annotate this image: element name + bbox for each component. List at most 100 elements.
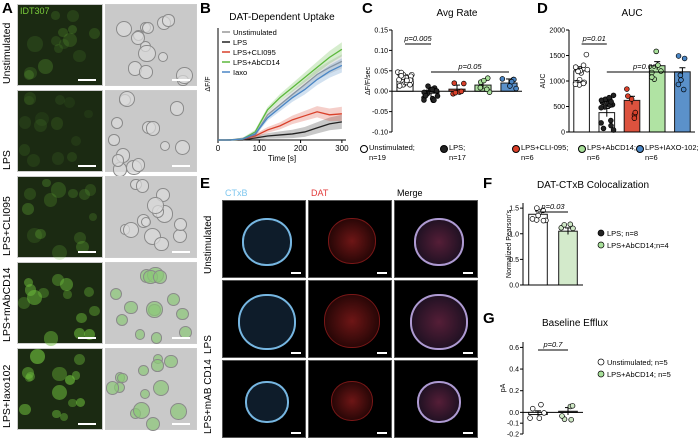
- cell: [75, 397, 86, 408]
- cell: [66, 151, 77, 162]
- cell: [76, 241, 89, 254]
- cell: [27, 227, 43, 243]
- brightfield-image: [105, 90, 197, 177]
- x-tick-label: 100: [253, 144, 267, 153]
- data-point: [484, 86, 490, 92]
- cell: [63, 289, 72, 299]
- data-point: [677, 72, 684, 79]
- scale-bar: [172, 423, 190, 425]
- data-point: [407, 82, 413, 88]
- confocal-image: [222, 280, 306, 358]
- avg-rate-bar-chart: Avg Rate 0.15 0.10 0.05 0.00 -0.05 -0.10 ΔF/F/s…: [365, 8, 522, 137]
- data-point: [580, 80, 587, 87]
- data-point: [570, 225, 576, 232]
- cell: [150, 332, 162, 344]
- cell: [146, 300, 163, 318]
- legend-count: n=6: [645, 153, 658, 162]
- cell: [134, 329, 146, 341]
- cell: [26, 371, 36, 381]
- cell: [24, 92, 37, 105]
- cell: [116, 21, 133, 38]
- cell: [71, 371, 80, 380]
- cell: [60, 278, 73, 291]
- y-tick-label: 1.0: [509, 231, 519, 238]
- cell: [139, 388, 150, 399]
- fluorescence-image: [17, 90, 103, 172]
- channel-label: CTxB: [225, 188, 248, 198]
- cell: [166, 292, 181, 306]
- data-point: [431, 97, 437, 103]
- data-point: [404, 77, 410, 84]
- data-point: [541, 410, 547, 416]
- cell: [108, 134, 120, 146]
- cell: [174, 139, 191, 156]
- fluorescence-image: [17, 176, 103, 260]
- p-value-label: p=0.06: [632, 62, 657, 71]
- legend-label: LPS; n=8: [607, 229, 638, 238]
- legend-label: Unstimulated;: [369, 143, 415, 152]
- cell: [26, 153, 41, 168]
- cell: [24, 284, 36, 296]
- cell: [116, 314, 129, 327]
- data-point: [655, 62, 661, 68]
- panel-c-letter: C: [362, 0, 373, 17]
- y-tick-label: 1500: [549, 53, 565, 60]
- cell: [146, 121, 161, 136]
- cell: [50, 182, 67, 199]
- series-band: [218, 114, 342, 140]
- cell: [141, 21, 154, 34]
- data-point: [610, 92, 617, 99]
- row-label-a-1: LPS: [1, 150, 13, 170]
- scale-bar: [463, 272, 473, 274]
- data-point: [398, 73, 404, 79]
- cell: [175, 307, 189, 321]
- data-point: [508, 78, 515, 85]
- confocal-image: [222, 200, 306, 278]
- data-point: [608, 122, 614, 129]
- data-point: [681, 55, 688, 62]
- scale-bar: [172, 337, 190, 339]
- y-tick-label: 0.4: [509, 367, 519, 374]
- data-point: [583, 51, 590, 58]
- cell: [71, 135, 82, 146]
- data-point: [608, 117, 614, 124]
- cell: [139, 65, 153, 79]
- data-point: [598, 104, 604, 111]
- cell: [324, 294, 380, 348]
- cell: [26, 36, 43, 52]
- data-point: [568, 416, 574, 423]
- cell: [73, 327, 86, 340]
- fluorescence-image: [17, 348, 103, 430]
- cell: [68, 398, 77, 407]
- x-tick-label: 200: [294, 144, 308, 153]
- chart-title: Avg Rate: [437, 8, 478, 19]
- scale-bar: [291, 432, 301, 434]
- cell: [59, 39, 69, 49]
- data-point: [559, 413, 565, 419]
- y-tick-label: 500: [553, 104, 565, 111]
- data-point: [632, 109, 639, 116]
- cell: [245, 381, 289, 423]
- auc-bar-chart: AUC 2000 1500 1000 500 0 AUC p=0.01 p=0.06: [540, 8, 695, 137]
- cell: [89, 213, 98, 222]
- row-label-a-2: LPS+CLI095: [1, 196, 13, 256]
- legend-label: LPS+IAXO-102;: [645, 143, 699, 152]
- cell: [51, 35, 62, 46]
- cell: [88, 27, 101, 40]
- cell: [146, 197, 164, 214]
- data-point: [452, 89, 459, 96]
- panel-e-letter: E: [200, 175, 211, 192]
- data-point: [631, 115, 638, 121]
- x-tick-label: 300: [335, 144, 349, 153]
- channel-label: Merge: [397, 188, 423, 198]
- cell: [417, 381, 461, 423]
- bar-0: [528, 213, 548, 286]
- cell: [137, 365, 149, 377]
- data-point: [572, 64, 579, 70]
- scale-bar: [172, 251, 190, 253]
- cell: [154, 236, 169, 252]
- legend-dot: [597, 358, 605, 366]
- chart-title: AUC: [621, 8, 642, 19]
- data-point: [608, 99, 614, 105]
- p-value-label: p=0.03: [540, 202, 565, 211]
